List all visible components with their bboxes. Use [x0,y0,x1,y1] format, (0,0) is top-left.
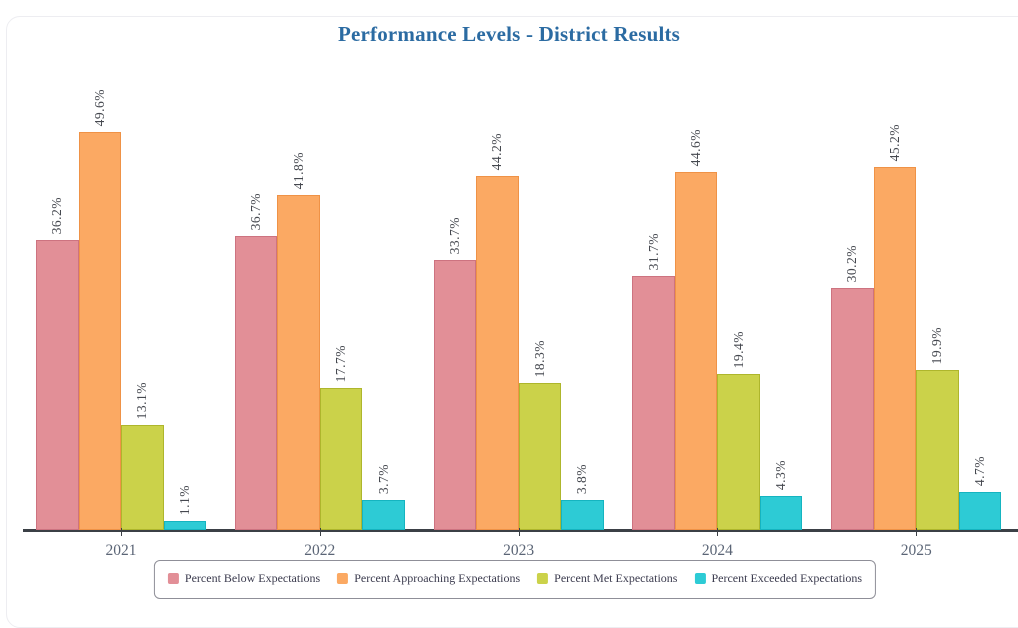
bar-value-label: 36.7% [248,192,264,230]
bar[interactable] [234,236,278,530]
bar-group-2022: 36.7% 41.8% 17.7% 3.7% 2022 [234,60,405,559]
x-axis-tick [717,528,719,536]
legend-label: Percent Below Expectations [184,571,321,585]
bar-value-label: 45.2% [886,123,902,161]
bar[interactable] [518,383,562,530]
bar-value-label: 13.1% [134,381,150,419]
bar[interactable] [433,260,477,530]
bar[interactable] [163,521,206,530]
bar-value-label: 19.4% [730,330,746,368]
bar-value-label: 3.8% [574,463,590,494]
legend-label: Percent Met Expectations [554,571,678,585]
bar-value-label: 44.6% [688,128,704,166]
legend-item[interactable]: Percent Below Expectations [167,571,321,586]
legend-swatch-icon [337,573,349,584]
bar-value-label: 17.7% [333,344,349,382]
bar[interactable] [362,500,405,530]
bar-value-label: 30.2% [844,244,860,282]
bar-value-label: 4.7% [971,455,987,486]
plot-area: 36.2% 49.6% 13.1% 1.1% 2021 36.7% 41.8% 17.7% 3.… [23,60,1018,559]
bar[interactable] [36,240,79,530]
bar-group-2023: 33.7% 44.2% 18.3% 3.8% 2023 [433,60,604,559]
bar-value-label: 41.8% [290,151,306,189]
bar-value-label: 36.2% [49,196,65,234]
bar[interactable] [632,276,675,530]
legend: Percent Below Expectations Percent Approa… [153,560,877,599]
bar-group-2021: 36.2% 49.6% 13.1% 1.1% 2021 [36,60,206,559]
bar-value-label: 1.1% [176,484,192,515]
bar-group-2025: 30.2% 45.2% 19.9% 4.7% 2025 [831,60,1002,559]
legend-label: Percent Approaching Expectations [354,571,521,585]
bar-value-label: 31.7% [645,232,661,270]
chart-page: { "chart_data": { "type": "bar", "title"… [6,16,1018,628]
bar-value-label: 3.7% [375,463,391,494]
bar[interactable] [121,425,164,530]
bar[interactable] [717,374,760,530]
bar[interactable] [674,172,718,530]
legend-swatch-icon [167,573,179,584]
bar-value-label: 18.3% [531,339,547,377]
bar[interactable] [476,176,519,530]
x-axis-label: 2025 [900,542,932,559]
chart-title: Performance Levels - District Results [337,22,681,46]
bar-group-2024: 31.7% 44.6% 19.4% 4.3% 2024 [632,60,803,559]
legend-item[interactable]: Percent Exceeded Expectations [694,571,862,586]
legend-swatch-icon [694,573,706,584]
bar[interactable] [78,132,121,530]
bar[interactable] [831,288,874,530]
legend-item[interactable]: Percent Approaching Expectations [337,571,520,586]
legend-label: Percent Exceeded Expectations [711,571,863,585]
bar-value-label: 19.9% [929,326,945,364]
x-axis-label: 2021 [105,542,137,559]
bar-value-label: 4.3% [773,459,789,490]
x-axis-line [23,529,1018,532]
x-axis-tick [518,528,520,536]
bar[interactable] [561,500,604,530]
x-axis-label: 2022 [304,542,336,559]
bar[interactable] [319,388,363,530]
bar[interactable] [759,496,803,530]
bar[interactable] [916,370,959,530]
bar-value-label: 33.7% [446,216,462,254]
x-axis-label: 2024 [701,542,733,559]
bar-value-label: 49.6% [91,88,107,126]
x-axis-tick [916,528,918,536]
bar-value-label: 44.2% [489,132,505,170]
legend-swatch-icon [537,573,549,584]
x-axis-tick [319,528,321,536]
x-axis-tick [121,528,122,536]
bar[interactable] [958,492,1002,530]
x-axis-label: 2023 [503,542,535,559]
legend-item[interactable]: Percent Met Expectations [537,571,677,586]
bar[interactable] [277,195,320,530]
bar[interactable] [873,167,917,530]
